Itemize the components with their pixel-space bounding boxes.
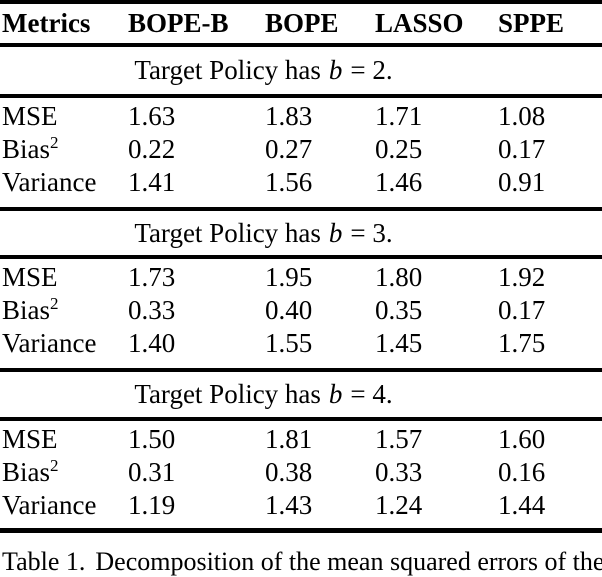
value-cell: 1.50 xyxy=(128,424,176,454)
value-cell: 1.57 xyxy=(375,424,423,454)
table-row-variance: Variance 1.19 1.43 1.24 1.44 xyxy=(0,489,602,522)
value-cell: 1.44 xyxy=(498,490,546,520)
section-title-suffix: = 4. xyxy=(350,379,393,409)
column-header-lasso: LASSO xyxy=(375,8,464,38)
value-cell: 0.22 xyxy=(128,134,176,164)
metric-label: MSE xyxy=(2,101,58,131)
value-cell: 0.27 xyxy=(265,134,313,164)
value-cell: 0.17 xyxy=(498,295,546,325)
value-cell: 1.71 xyxy=(375,101,423,131)
value-cell: 0.35 xyxy=(375,295,423,325)
value-cell: 1.43 xyxy=(265,490,313,520)
value-cell: 1.08 xyxy=(498,101,546,131)
value-cell: 1.56 xyxy=(265,167,313,197)
value-cell: 1.81 xyxy=(265,424,313,454)
table-header-row: Metrics BOPE-B BOPE LASSO SPPE xyxy=(0,4,602,43)
superscript-2: 2 xyxy=(50,456,59,475)
section-rule xyxy=(0,255,602,259)
data-block-b3: MSE 1.73 1.95 1.80 1.92 Bias2 0.33 0.40 … xyxy=(0,259,602,368)
column-header-bope-b: BOPE-B xyxy=(128,8,229,38)
metric-label: Variance xyxy=(2,328,97,358)
metric-label: MSE xyxy=(2,424,58,454)
table-row-mse: MSE 1.73 1.95 1.80 1.92 xyxy=(0,261,602,294)
superscript-2: 2 xyxy=(50,133,59,152)
section-rule xyxy=(0,368,602,372)
table-row-mse: MSE 1.63 1.83 1.71 1.08 xyxy=(0,100,602,133)
value-cell: 1.63 xyxy=(128,101,176,131)
section-title-b3: Target Policy has b = 3. xyxy=(0,211,602,255)
section-title-variable: b xyxy=(328,217,343,248)
section-title-b2: Target Policy has b = 2. xyxy=(0,47,602,94)
value-cell: 1.60 xyxy=(498,424,546,454)
table-row-variance: Variance 1.40 1.55 1.45 1.75 xyxy=(0,327,602,360)
value-cell: 0.17 xyxy=(498,134,546,164)
table-caption: Table 1. Decomposition of the mean square… xyxy=(0,547,602,577)
value-cell: 1.45 xyxy=(375,328,423,358)
caption-text: Decomposition of the mean squared errors… xyxy=(95,547,602,576)
value-cell: 1.19 xyxy=(128,490,176,520)
section-title-suffix: = 3. xyxy=(350,217,393,248)
section-rule xyxy=(0,417,602,421)
table-row-bias: Bias2 0.31 0.38 0.33 0.16 xyxy=(0,456,602,489)
column-header-sppe: SPPE xyxy=(498,8,565,38)
table-row-bias: Bias2 0.22 0.27 0.25 0.17 xyxy=(0,133,602,166)
value-cell: 0.38 xyxy=(265,457,313,487)
value-cell: 0.25 xyxy=(375,134,423,164)
section-title-prefix: Target Policy has xyxy=(134,379,321,409)
section-title-prefix: Target Policy has xyxy=(134,55,321,85)
value-cell: 1.95 xyxy=(265,262,313,292)
section-title-variable: b xyxy=(328,379,343,409)
value-cell: 0.33 xyxy=(375,457,423,487)
superscript-2: 2 xyxy=(50,294,59,313)
value-cell: 1.40 xyxy=(128,328,176,358)
value-cell: 1.55 xyxy=(265,328,313,358)
value-cell: 0.40 xyxy=(265,295,313,325)
value-cell: 0.16 xyxy=(498,457,546,487)
metric-label: Bias2 xyxy=(2,133,59,164)
value-cell: 1.46 xyxy=(375,167,423,197)
value-cell: 1.92 xyxy=(498,262,546,292)
section-rule xyxy=(0,207,602,211)
value-cell: 1.80 xyxy=(375,262,423,292)
table-row-mse: MSE 1.50 1.81 1.57 1.60 xyxy=(0,423,602,456)
metric-label: Variance xyxy=(2,167,97,197)
metric-label: Variance xyxy=(2,490,97,520)
value-cell: 1.41 xyxy=(128,167,176,197)
metric-label: MSE xyxy=(2,262,58,292)
value-cell: 1.75 xyxy=(498,328,546,358)
column-header-bope: BOPE xyxy=(265,8,339,38)
section-title-b4: Target Policy has b = 4. xyxy=(0,372,602,417)
table-top-rule xyxy=(0,0,602,4)
section-rule xyxy=(0,94,602,98)
metric-label: Bias2 xyxy=(2,294,59,325)
data-block-b4: MSE 1.50 1.81 1.57 1.60 Bias2 0.31 0.38 … xyxy=(0,421,602,528)
section-title-prefix: Target Policy has xyxy=(134,217,321,248)
value-cell: 1.24 xyxy=(375,490,423,520)
value-cell: 1.73 xyxy=(128,262,176,292)
section-title-variable: b xyxy=(328,55,343,85)
data-block-b2: MSE 1.63 1.83 1.71 1.08 Bias2 0.22 0.27 … xyxy=(0,98,602,207)
header-separator-rule xyxy=(0,43,602,47)
value-cell: 0.33 xyxy=(128,295,176,325)
column-header-metrics: Metrics xyxy=(2,8,91,38)
section-title-suffix: = 2. xyxy=(350,55,393,85)
metric-label: Bias2 xyxy=(2,456,59,487)
table-row-variance: Variance 1.41 1.56 1.46 0.91 xyxy=(0,166,602,199)
table-row-bias: Bias2 0.33 0.40 0.35 0.17 xyxy=(0,294,602,327)
table-bottom-rule xyxy=(0,528,602,533)
value-cell: 0.91 xyxy=(498,167,546,197)
value-cell: 1.83 xyxy=(265,101,313,131)
caption-label: Table 1. xyxy=(2,547,86,576)
value-cell: 0.31 xyxy=(128,457,176,487)
